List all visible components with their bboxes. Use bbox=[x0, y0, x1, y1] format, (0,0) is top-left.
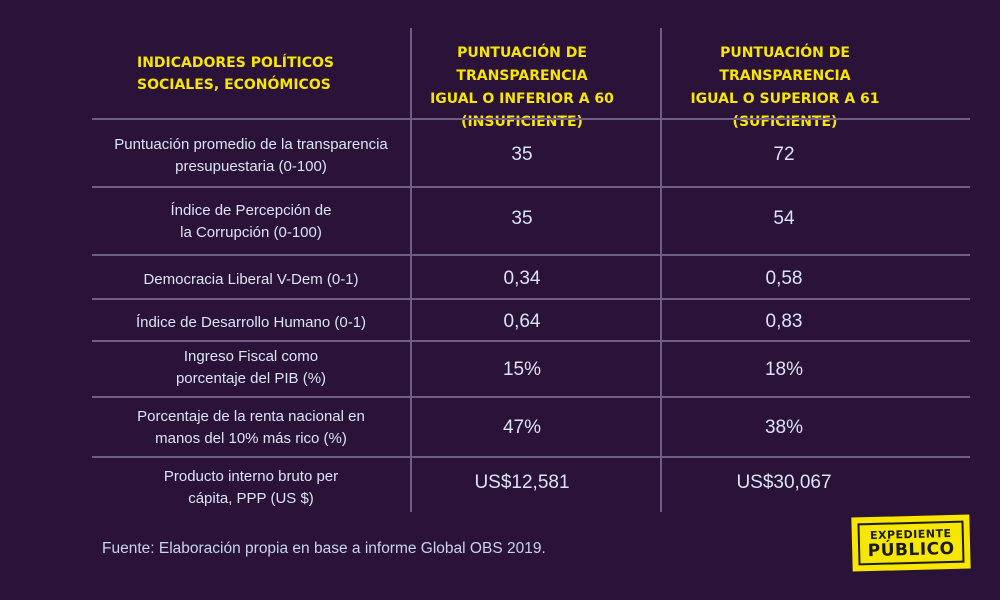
value-insufficient: US$12,581 bbox=[474, 472, 570, 493]
table-row: Democracia Liberal V-Dem (0-1) 0,34 0,58 bbox=[92, 254, 970, 300]
row-label: Ingreso Fiscal como porcentaje del PIB (… bbox=[175, 348, 327, 387]
value-insufficient: 35 bbox=[511, 208, 533, 229]
column-divider-1 bbox=[410, 28, 412, 512]
value-insufficient: 0,64 bbox=[503, 311, 541, 332]
value-insufficient: 35 bbox=[511, 144, 533, 165]
logo-line-2: PÚBLICO bbox=[867, 538, 955, 561]
column-header-sufficient: PUNTUACIÓN DE TRANSPARENCIA IGUAL O SUPE… bbox=[690, 45, 880, 130]
value-sufficient: 18% bbox=[764, 359, 804, 380]
value-sufficient: US$30,067 bbox=[736, 472, 832, 493]
value-sufficient: 38% bbox=[764, 417, 804, 438]
value-sufficient: 0,58 bbox=[765, 268, 803, 289]
row-label: Producto interno bruto per cápita, PPP (… bbox=[163, 468, 339, 507]
column-divider-2 bbox=[660, 28, 662, 512]
table-row: Porcentaje de la renta nacional en manos… bbox=[92, 396, 970, 458]
table-row: Índice de Percepción de la Corrupción (0… bbox=[92, 186, 970, 256]
table-row: Índice de Desarrollo Humano (0-1) 0,64 0… bbox=[92, 298, 970, 342]
table-row: Puntuación promedio de la transparencia … bbox=[92, 118, 970, 188]
row-label: Puntuación promedio de la transparencia … bbox=[114, 136, 388, 175]
source-note: Fuente: Elaboración propia en base a inf… bbox=[102, 540, 546, 557]
value-insufficient: 15% bbox=[502, 359, 542, 380]
expediente-publico-logo: EXPEDIENTE PÚBLICO bbox=[853, 516, 969, 570]
row-label: Índice de Desarrollo Humano (0-1) bbox=[135, 314, 367, 331]
value-sufficient: 54 bbox=[773, 208, 795, 229]
value-insufficient: 0,34 bbox=[503, 268, 541, 289]
value-sufficient: 0,83 bbox=[765, 311, 803, 332]
value-insufficient: 47% bbox=[502, 417, 542, 438]
row-label: Índice de Percepción de la Corrupción (0… bbox=[170, 202, 332, 241]
row-label: Democracia Liberal V-Dem (0-1) bbox=[143, 271, 359, 288]
table-row: Producto interno bruto per cápita, PPP (… bbox=[92, 456, 970, 514]
value-sufficient: 72 bbox=[773, 144, 795, 165]
row-label: Porcentaje de la renta nacional en manos… bbox=[137, 408, 365, 447]
row-header-title: INDICADORES POLÍTICOS SOCIALES, ECONÓMIC… bbox=[137, 55, 334, 93]
table-row: Ingreso Fiscal como porcentaje del PIB (… bbox=[92, 340, 970, 398]
